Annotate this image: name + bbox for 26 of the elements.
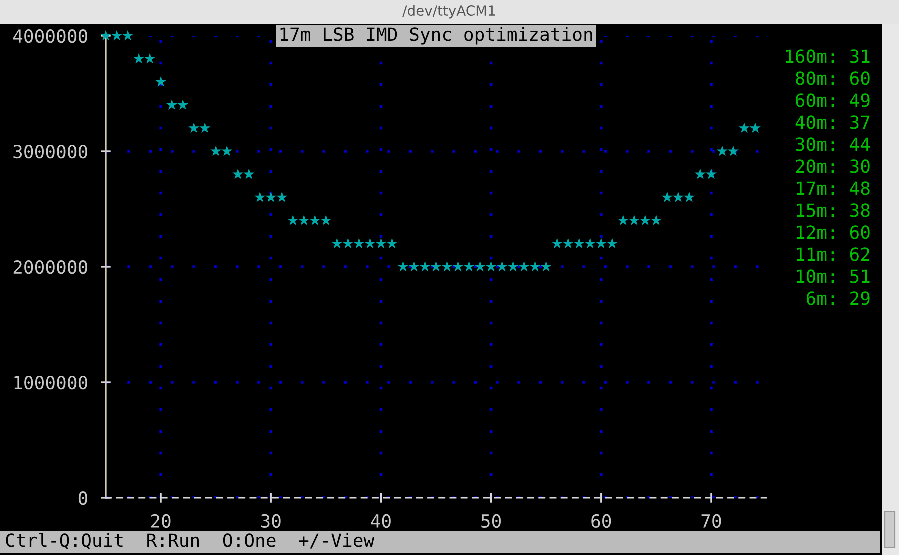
text: 80m: 60 — [796, 72, 870, 86]
x-tick-label: 70 — [702, 514, 722, 528]
text: 12m: 60 — [797, 226, 870, 240]
y-tick-label: 3000000 — [14, 145, 88, 159]
text: 6m: 29 — [806, 292, 870, 306]
x-tick-label: 60 — [592, 514, 612, 528]
text: 10m: 51 — [797, 270, 870, 284]
text: 30m: 44 — [796, 138, 870, 152]
text: 20m: 30 — [796, 160, 870, 174]
x-tick-label: 50 — [482, 514, 501, 528]
text: 40m: 37 — [796, 116, 870, 130]
y-tick-label: 1000000 — [14, 376, 88, 390]
text: /dev/ttyACM1 — [402, 5, 496, 19]
y-tick-label: 2000000 — [14, 260, 88, 274]
y-tick-label: 0 — [78, 492, 88, 506]
text: 60m: 49 — [796, 94, 870, 108]
x-tick-label: 20 — [152, 514, 171, 528]
x-tick-label: 30 — [261, 514, 281, 528]
text: 11m: 62 — [797, 248, 870, 262]
x-tick-label: 40 — [371, 514, 391, 528]
text: Ctrl-Q:Quit R:Run O:One +/-View — [6, 533, 375, 550]
text: 15m: 38 — [797, 204, 870, 218]
text: 17m: 48 — [797, 182, 870, 196]
y-tick-label: 4000000 — [13, 30, 88, 44]
text: 160m: 31 — [786, 50, 870, 64]
chart-title: 17m LSB IMD Sync optimization — [280, 27, 592, 45]
